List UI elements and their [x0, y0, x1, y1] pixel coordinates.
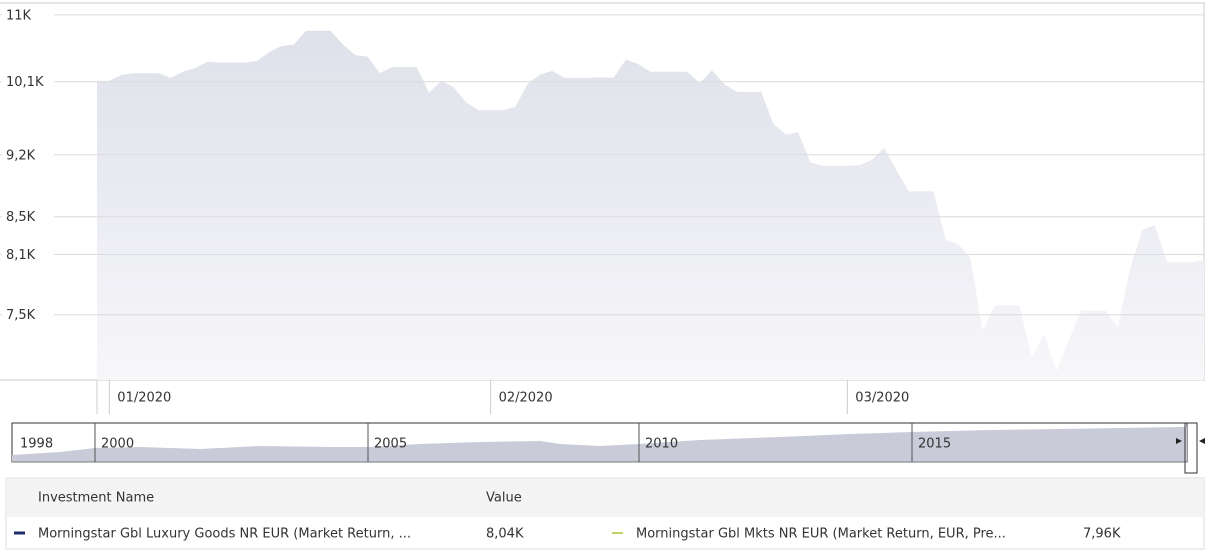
y-tick-label: 8,1K — [6, 248, 36, 263]
x-tick-label: 02/2020 — [499, 391, 553, 406]
y-tick-label-bg — [2, 305, 54, 324]
navigator-label: 2015 — [918, 437, 951, 452]
legend-header-name: Investment Name — [38, 491, 154, 506]
navigator-arrow[interactable] — [1199, 438, 1205, 444]
y-tick-label-bg — [2, 72, 54, 91]
navigator-label: 2010 — [645, 437, 678, 452]
y-tick-label-bg — [2, 145, 54, 164]
y-tick-label-bg — [2, 245, 54, 264]
legend-value: 8,04K — [486, 527, 524, 542]
navigator-arrow[interactable] — [1176, 438, 1182, 444]
x-tick-label: 01/2020 — [117, 391, 171, 406]
navigator-label: 2000 — [101, 437, 134, 452]
legend-name: Morningstar Gbl Luxury Goods NR EUR (Mar… — [38, 527, 411, 542]
area-layer — [97, 30, 1204, 380]
y-tick-label: 8,5K — [6, 210, 36, 225]
navigator[interactable] — [11, 422, 1205, 474]
navigator-handle[interactable] — [1184, 422, 1198, 474]
navigator-area — [12, 427, 1187, 462]
y-tick-label: 11K — [6, 8, 32, 23]
area — [97, 30, 1204, 380]
legend-header-bg — [7, 479, 1203, 517]
y-tick-label: 9,2K — [6, 148, 36, 163]
y-tick-label-bg — [2, 207, 54, 226]
y-tick-label: 7,5K — [6, 308, 36, 323]
navigator-label: 1998 — [20, 437, 53, 452]
x-tick-label: 03/2020 — [855, 391, 909, 406]
y-tick-label: 10,1K — [6, 75, 44, 90]
legend-name: Morningstar Gbl Mkts NR EUR (Market Retu… — [636, 527, 1006, 542]
y-tick-label-bg — [2, 5, 54, 24]
navigator-label: 2005 — [374, 437, 407, 452]
legend-value: 7,96K — [1083, 527, 1121, 542]
legend-header-value: Value — [486, 491, 522, 506]
